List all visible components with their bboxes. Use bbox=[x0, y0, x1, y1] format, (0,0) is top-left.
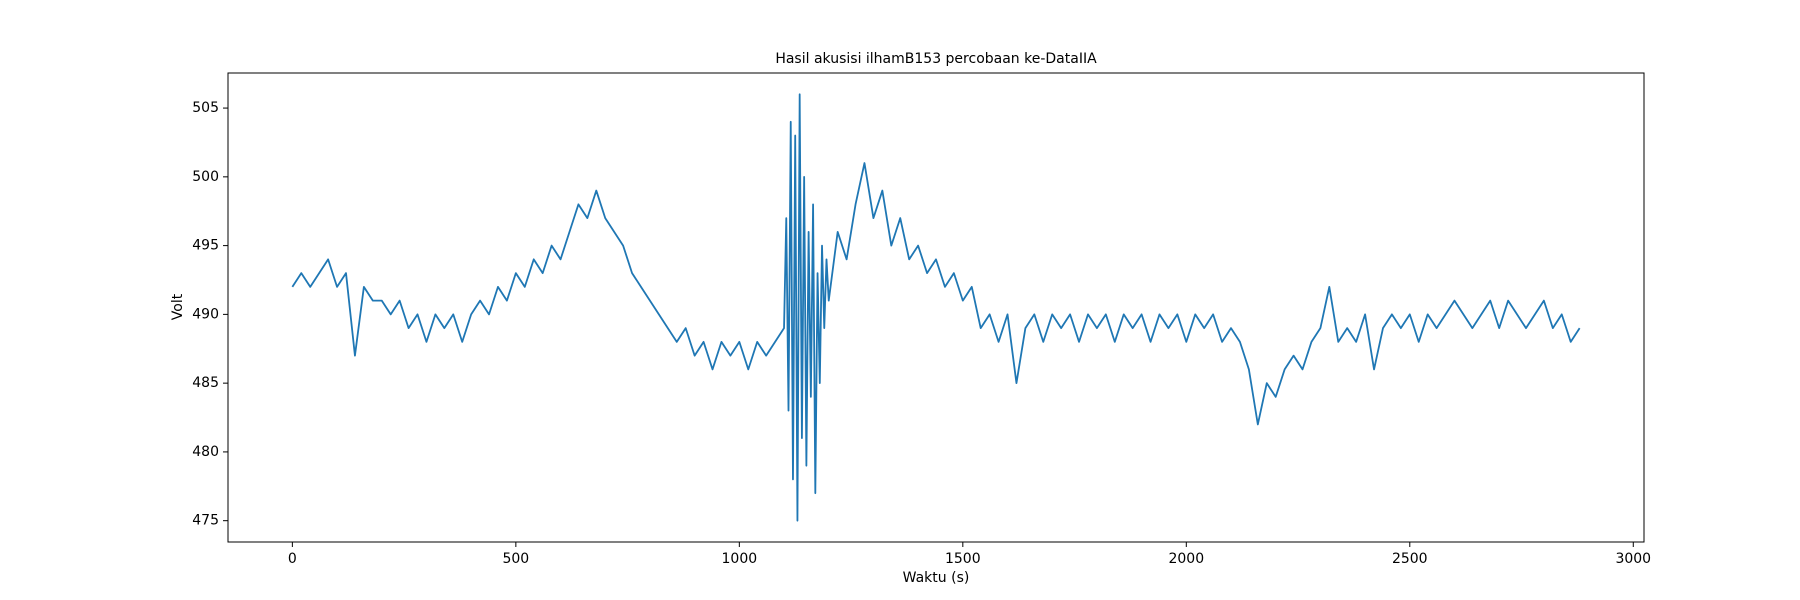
x-tick-label: 0 bbox=[288, 551, 297, 567]
data-line bbox=[291, 93, 1581, 522]
x-tick-label: 500 bbox=[502, 551, 529, 567]
x-axis-label: Waktu (s) bbox=[903, 570, 970, 586]
y-tick-label: 505 bbox=[192, 100, 219, 116]
y-tick-label: 480 bbox=[192, 444, 219, 460]
x-tick-label: 1000 bbox=[722, 551, 758, 567]
x-tick-label: 1500 bbox=[945, 551, 981, 567]
y-tick-label: 475 bbox=[192, 513, 219, 529]
y-tick-label: 485 bbox=[192, 375, 219, 391]
chart-title: Hasil akusisi ilhamB153 percobaan ke-Dat… bbox=[775, 51, 1097, 67]
plot-frame bbox=[227, 72, 1645, 543]
y-tick-label: 490 bbox=[192, 306, 219, 322]
y-axis-label: Volt bbox=[170, 293, 186, 320]
y-tick-label: 495 bbox=[192, 238, 219, 254]
x-tick-label: 3000 bbox=[1615, 551, 1651, 567]
x-tick-label: 2000 bbox=[1168, 551, 1204, 567]
x-tick-label: 2500 bbox=[1392, 551, 1428, 567]
y-tick-label: 500 bbox=[192, 169, 219, 185]
